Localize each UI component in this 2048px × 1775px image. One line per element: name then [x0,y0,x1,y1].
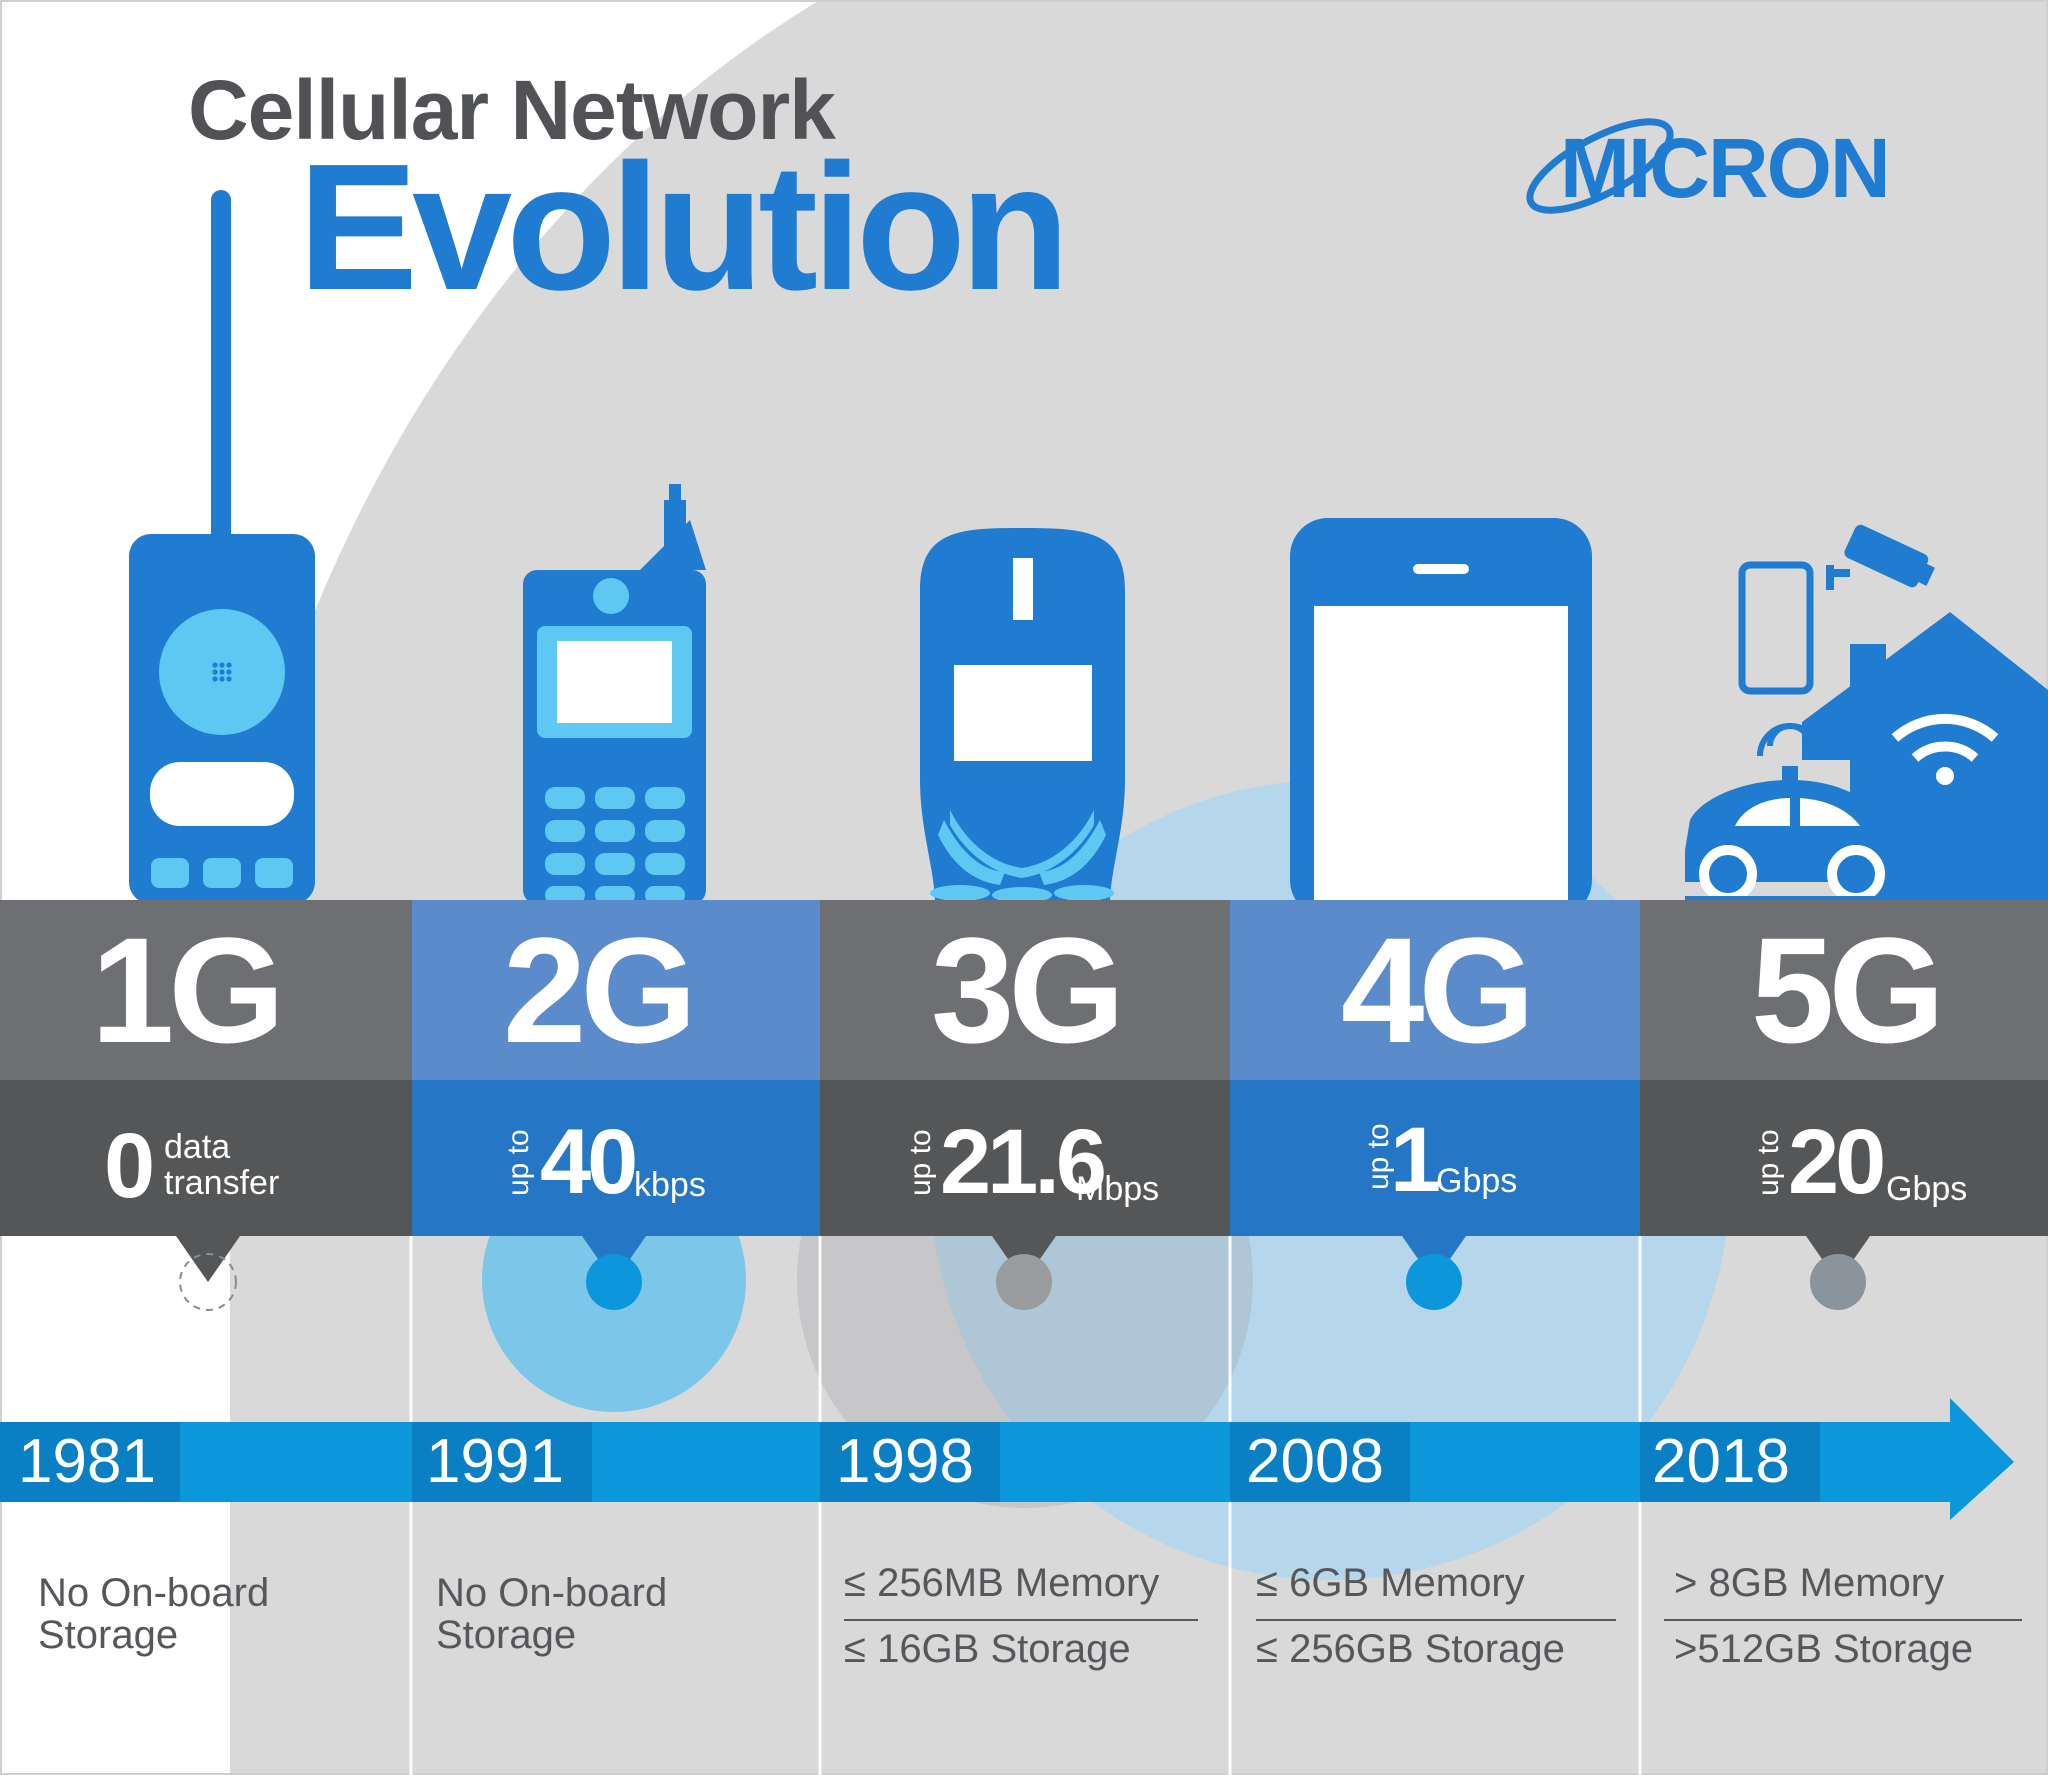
title-line-1: Cellular Network [188,63,836,157]
storage-1g-line-1: No On-board [38,1571,270,1615]
memory-3g: ≤ 256MB Memory [844,1561,1160,1605]
year-3g: 1998 [836,1427,974,1496]
timeline-dot-1g [179,1253,237,1311]
speed-1g: 0 data transfer [0,1080,412,1236]
speed-value: 20 [1788,1111,1886,1213]
speed-value: 21.6 [940,1111,1107,1213]
speed-unit: Mbps [1076,1170,1160,1208]
speed-unit-line-2: transfer [164,1164,280,1202]
storage-4g: ≤ 256GB Storage [1256,1627,1565,1671]
timeline-dot-4g [1406,1254,1462,1310]
band-2g-header [412,900,820,1080]
flip-phone-icon [523,484,706,904]
timeline-dot-5g [1810,1254,1866,1310]
logo-wordmark: MICRON [1560,121,1891,215]
timeline-dot-3g [996,1254,1052,1310]
title-line-2: Evolution [298,127,1070,328]
speed-5g: up to 20 Gbps [1640,1080,2048,1236]
band-4g-header [1230,900,1640,1080]
generation-label-4g: 4G [1340,906,1535,1074]
divider-5g [1664,1619,2022,1621]
speed-unit-line-1: data [164,1128,231,1166]
timeline-arrow [0,1398,2014,1520]
speed-2g: up to 40 kbps [412,1080,820,1236]
generation-label-5g: 5G [1750,906,1945,1074]
storage-5g: >512GB Storage [1674,1627,1974,1671]
storage-2g-line-2: Storage [436,1613,577,1657]
generation-label-1g: 1G [90,906,285,1074]
divider-3g [844,1619,1198,1621]
background-arc [0,0,820,1775]
speed-unit: kbps [634,1166,706,1204]
speed-prefix: up to [1752,1129,1785,1196]
storage-3g: ≤ 16GB Storage [844,1627,1131,1671]
band-1g-header [0,900,412,1080]
storage-1g-line-2: Storage [38,1613,179,1657]
speed-value: 0 [104,1115,155,1217]
candybar-phone-icon [920,528,1125,904]
band-3g-header [820,900,1230,1080]
memory-4g: ≤ 6GB Memory [1256,1561,1525,1605]
smartphone-icon [1290,518,1592,918]
speed-prefix: up to [502,1129,535,1196]
timeline-dot-2g [586,1254,642,1310]
year-4g: 2008 [1246,1427,1384,1496]
generation-label-2g: 2G [502,906,697,1074]
micron-logo: MICRON [1520,100,1920,230]
speed-prefix: up to [904,1129,937,1196]
speed-4g: up to 1 Gbps [1230,1080,1640,1236]
speed-unit: Gbps [1886,1170,1968,1208]
year-2g: 1991 [426,1427,564,1496]
brick-phone-icon [129,190,315,904]
iot-devices-icon [1685,524,2048,904]
divider-4g [1256,1619,1616,1621]
year-1g: 1981 [18,1427,156,1496]
speed-value: 1 [1390,1109,1441,1211]
storage-2g-line-1: No On-board [436,1571,668,1615]
year-5g: 2018 [1652,1427,1790,1496]
speed-unit: Gbps [1436,1162,1518,1200]
speed-3g: up to 21.6 Mbps [820,1080,1230,1236]
speed-value: 40 [540,1111,638,1213]
memory-5g: > 8GB Memory [1674,1561,1945,1605]
band-5g-header [1640,900,2048,1080]
generation-label-3g: 3G [930,906,1125,1074]
